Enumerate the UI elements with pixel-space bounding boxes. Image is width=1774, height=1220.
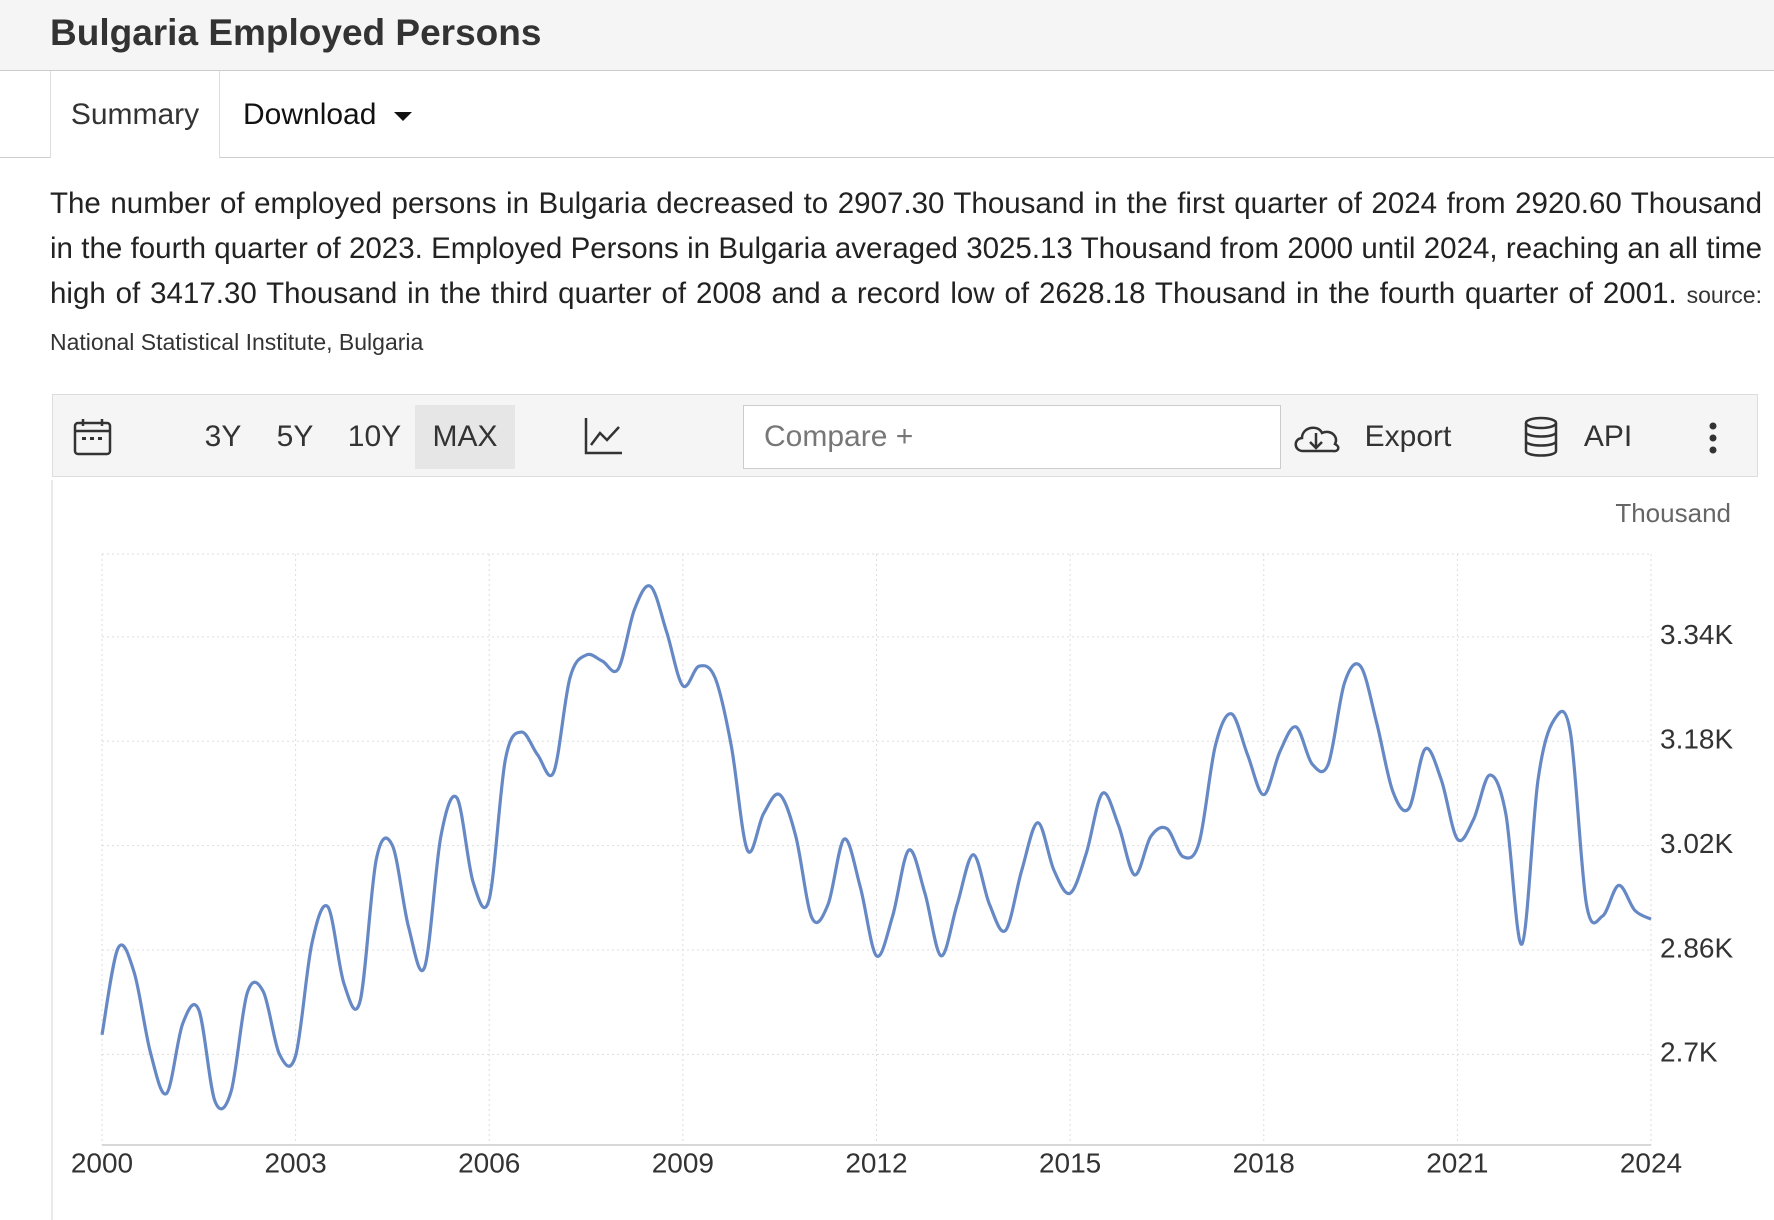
range-max[interactable]: MAX xyxy=(415,405,515,469)
y-unit-label: Thousand xyxy=(1615,498,1731,528)
more-menu[interactable] xyxy=(1707,421,1719,455)
api-icon[interactable] xyxy=(1523,415,1559,459)
y-tick-label: 3.02K xyxy=(1660,828,1733,859)
y-tick-label: 3.18K xyxy=(1660,724,1733,755)
chart-type-icon[interactable] xyxy=(583,415,625,457)
x-tick-label: 2018 xyxy=(1233,1147,1295,1178)
x-tick-label: 2009 xyxy=(652,1147,714,1178)
x-tick-label: 2006 xyxy=(458,1147,520,1178)
y-tick-label: 3.34K xyxy=(1660,619,1733,650)
calendar-icon[interactable] xyxy=(73,417,113,457)
tab-divider xyxy=(0,157,1774,158)
x-tick-label: 2021 xyxy=(1426,1147,1488,1178)
export-button[interactable]: Export xyxy=(1364,420,1452,453)
range-3y[interactable]: 3Y xyxy=(204,420,242,453)
page-title: Bulgaria Employed Persons xyxy=(50,12,542,53)
description-text: The number of employed persons in Bulgar… xyxy=(50,187,1762,310)
chart: Thousand 2.7K 2.86K 3.02K 3.18K 3.34K 2000 200… xyxy=(51,480,1733,1220)
x-tick-label: 2024 xyxy=(1620,1147,1682,1178)
download-tab[interactable]: Download xyxy=(243,71,414,158)
header-bar xyxy=(0,0,1774,71)
range-5y[interactable]: 5Y xyxy=(276,420,314,453)
caret-icon xyxy=(394,112,413,122)
api-button[interactable]: API xyxy=(1583,420,1633,453)
range-10y[interactable]: 10Y xyxy=(347,420,402,453)
summary-tab[interactable]: Summary xyxy=(50,71,220,158)
data-line xyxy=(100,584,1652,1111)
description: The number of employed persons in Bulgar… xyxy=(50,181,1762,365)
x-tick-label: 2003 xyxy=(264,1147,326,1178)
export-icon[interactable] xyxy=(1291,419,1343,457)
x-tick-label: 2000 xyxy=(71,1147,133,1178)
source-text: source: National Statistical Institute, … xyxy=(50,282,1762,355)
y-tick-label: 2.86K xyxy=(1660,932,1733,963)
compare-input[interactable]: Compare + xyxy=(743,405,1281,469)
chart-toolbar: 3Y 5Y 10Y MAX Compare + Export API xyxy=(52,394,1758,477)
x-tick-label: 2012 xyxy=(845,1147,907,1178)
download-label[interactable]: Download xyxy=(243,98,377,131)
y-tick-label: 2.7K xyxy=(1660,1037,1718,1068)
x-tick-label: 2015 xyxy=(1039,1147,1101,1178)
